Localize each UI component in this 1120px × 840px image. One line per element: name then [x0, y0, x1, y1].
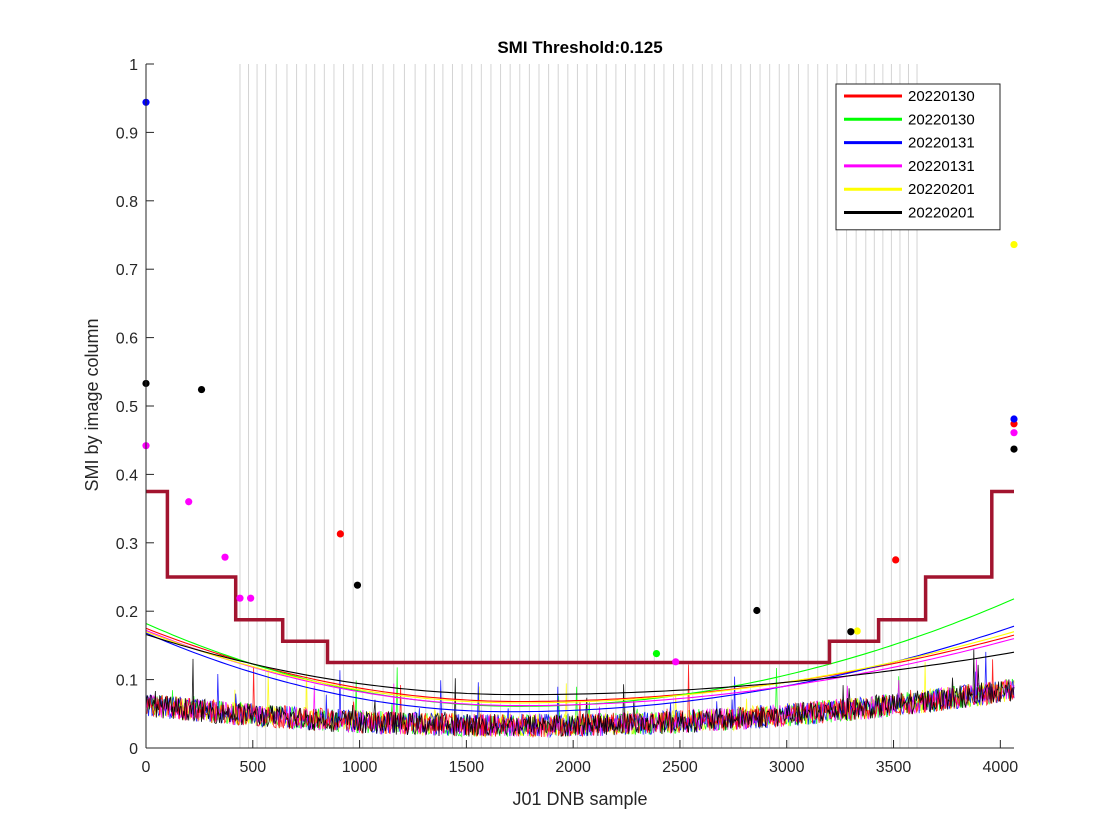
legend-label: 20220130: [908, 88, 975, 105]
data-point: [221, 553, 229, 561]
x-tick-label: 0: [142, 759, 151, 776]
data-point: [847, 628, 855, 636]
data-point: [892, 556, 900, 564]
data-point: [853, 627, 861, 635]
data-point: [185, 498, 193, 506]
threshold-line: [146, 489, 1014, 665]
x-tick-label: 500: [239, 759, 266, 776]
column-smi-trace: [145, 659, 1015, 738]
legend-label: 20220201: [908, 205, 975, 222]
axes: 0 0.1 0.2 0.3 0.4 0.5 0.6 0.7 0.8 0.9 1 0 500 1000 150…: [116, 57, 1018, 776]
legend: 20220130 20220130 20220131 20220131 20220201…: [835, 83, 1001, 231]
threshold-step-line: [146, 489, 1014, 665]
legend-label: 20220131: [908, 135, 975, 152]
data-point: [236, 594, 244, 602]
x-tick-label: 4000: [983, 759, 1019, 776]
data-point: [247, 594, 255, 602]
x-tick-label: 1500: [449, 759, 485, 776]
y-tick-label: 0.9: [116, 125, 138, 142]
y-tick-label: 0.1: [116, 673, 138, 690]
fit-curve: [145, 633, 1015, 696]
x-tick-label: 3000: [769, 759, 805, 776]
vertical-reference-lines: [239, 64, 918, 748]
legend-label: 20220131: [908, 158, 975, 175]
y-tick-label: 0.6: [116, 331, 138, 348]
data-point: [652, 650, 661, 658]
fit-curve: [145, 629, 1015, 707]
fit-curve: [145, 625, 1015, 713]
chart-title: SMI Threshold:0.125: [497, 38, 662, 57]
y-tick-label: 0: [129, 741, 138, 758]
data-point: [197, 385, 206, 394]
data-point: [1010, 445, 1018, 453]
data-point: [1010, 429, 1018, 437]
y-tick-label: 0.3: [116, 536, 138, 553]
legend-label: 20220130: [908, 111, 975, 128]
fit-curves: [145, 598, 1015, 713]
data-point: [1010, 415, 1018, 423]
y-tick-label: 0.2: [116, 604, 138, 621]
legend-label: 20220201: [908, 181, 975, 198]
fit-curve: [145, 631, 1015, 704]
y-tick-label: 0.5: [116, 399, 138, 416]
data-point: [353, 581, 362, 589]
y-tick-label: 0.4: [116, 467, 138, 484]
column-smi-trace: [145, 648, 1015, 737]
x-axis-label: J01 DNB sample: [512, 789, 647, 809]
x-tick-label: 2000: [555, 759, 591, 776]
y-axis-label: SMI by image column: [82, 318, 102, 491]
y-tick-label: 0.7: [116, 262, 138, 279]
x-tick-label: 3500: [876, 759, 912, 776]
y-tick-label: 0.8: [116, 194, 138, 211]
data-point: [753, 606, 761, 615]
x-tick-label: 1000: [342, 759, 378, 776]
column-smi-traces: [145, 648, 1015, 739]
x-tick-label: 2500: [662, 759, 698, 776]
data-point: [672, 658, 680, 666]
y-tick-label: 1: [129, 57, 138, 74]
legend-box: [835, 83, 1001, 231]
data-point: [336, 530, 344, 538]
data-point: [1010, 240, 1018, 249]
